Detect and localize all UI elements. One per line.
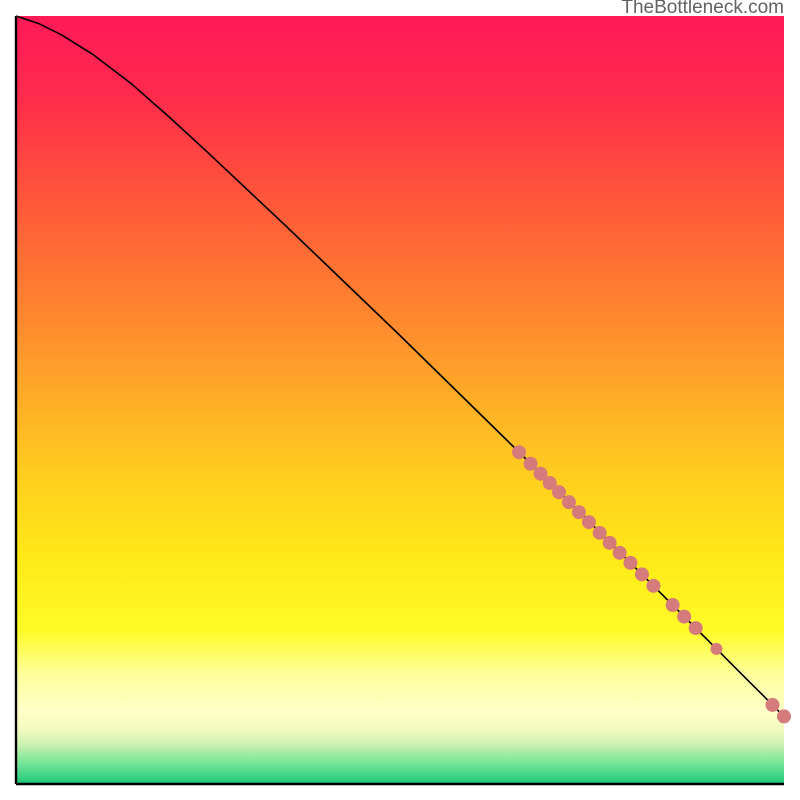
marker-point (603, 536, 617, 550)
attribution-text: TheBottleneck.com (621, 0, 784, 18)
marker-point (689, 621, 703, 635)
plot-background (16, 16, 784, 784)
marker-point (524, 457, 538, 471)
marker-point (593, 526, 607, 540)
marker-point (635, 567, 649, 581)
marker-point (562, 495, 576, 509)
marker-point (623, 556, 637, 570)
marker-point (710, 643, 722, 655)
marker-point (512, 445, 526, 459)
marker-point (666, 598, 680, 612)
marker-point (646, 579, 660, 593)
marker-point (677, 610, 691, 624)
marker-point (777, 709, 791, 723)
marker-point (613, 546, 627, 560)
marker-point (552, 485, 566, 499)
marker-point (765, 698, 779, 712)
marker-point (582, 515, 596, 529)
marker-point (572, 505, 586, 519)
bottleneck-chart: TheBottleneck.com (0, 0, 800, 800)
